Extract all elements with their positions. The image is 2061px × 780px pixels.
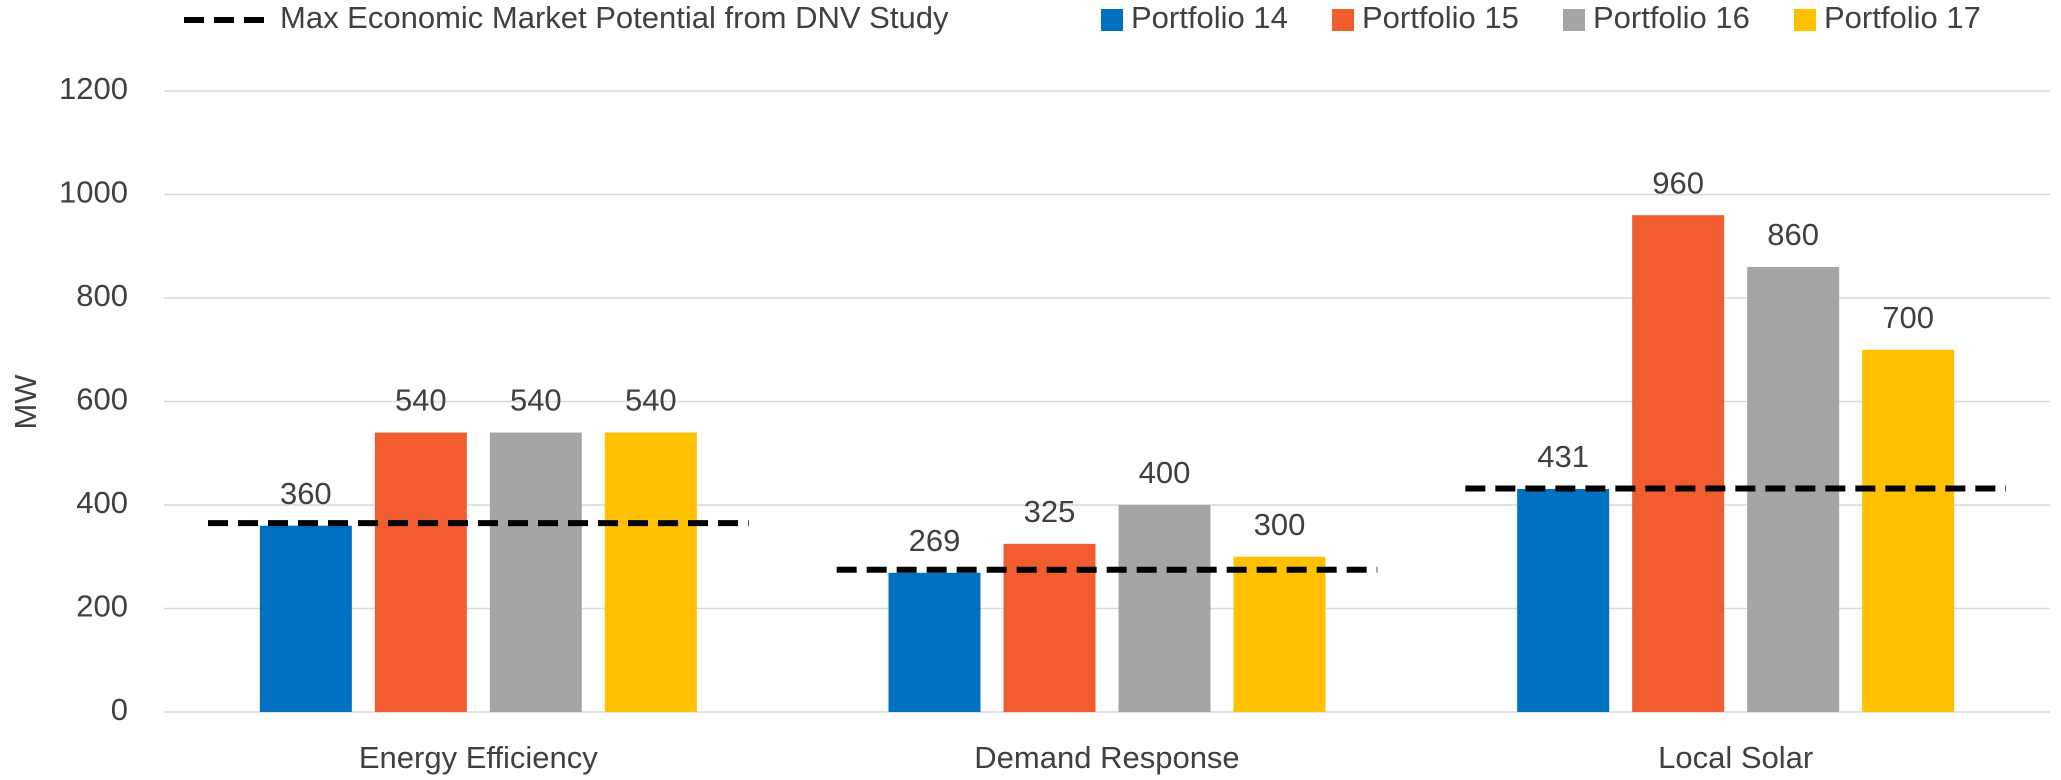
data-label: 400 [1139,455,1191,490]
x-tick-label: Demand Response [974,740,1239,775]
legend-label: Portfolio 15 [1362,0,1519,35]
y-tick-label: 600 [76,382,128,417]
y-axis-label: MW [8,374,43,430]
legend-label: Max Economic Market Potential from DNV S… [280,0,949,35]
data-label: 269 [909,523,961,558]
y-tick-label: 0 [111,692,128,727]
bar [1632,215,1725,712]
data-label: 300 [1254,507,1306,542]
bar [1517,488,1610,712]
bar [1862,349,1955,712]
data-label: 540 [510,383,562,418]
bar [1233,556,1326,712]
legend-swatch [1101,9,1123,31]
y-tick-label: 200 [76,589,128,624]
y-tick-label: 1200 [59,71,128,106]
bar [1747,266,1840,712]
legend-label: Portfolio 14 [1131,0,1288,35]
data-label: 860 [1767,217,1819,252]
bar [888,572,981,712]
data-label: 540 [625,383,677,418]
bar [489,432,582,712]
legend-label: Portfolio 16 [1593,0,1750,35]
data-label: 325 [1024,494,1076,529]
y-tick-label: 1000 [59,175,128,210]
bar [259,525,352,712]
x-tick-label: Local Solar [1658,740,1813,775]
bar [374,432,467,712]
bar [1118,505,1211,712]
legend-swatch [1332,9,1354,31]
bar [604,432,697,712]
data-label: 431 [1537,439,1589,474]
legend-label: Portfolio 17 [1824,0,1981,35]
y-tick-label: 800 [76,278,128,313]
legend-swatch [1794,9,1816,31]
data-label: 360 [280,476,332,511]
x-tick-label: Energy Efficiency [359,740,598,775]
data-label: 700 [1882,300,1934,335]
data-label: 960 [1652,165,1704,200]
legend-swatch [1563,9,1585,31]
data-label: 540 [395,383,447,418]
y-tick-label: 400 [76,485,128,520]
